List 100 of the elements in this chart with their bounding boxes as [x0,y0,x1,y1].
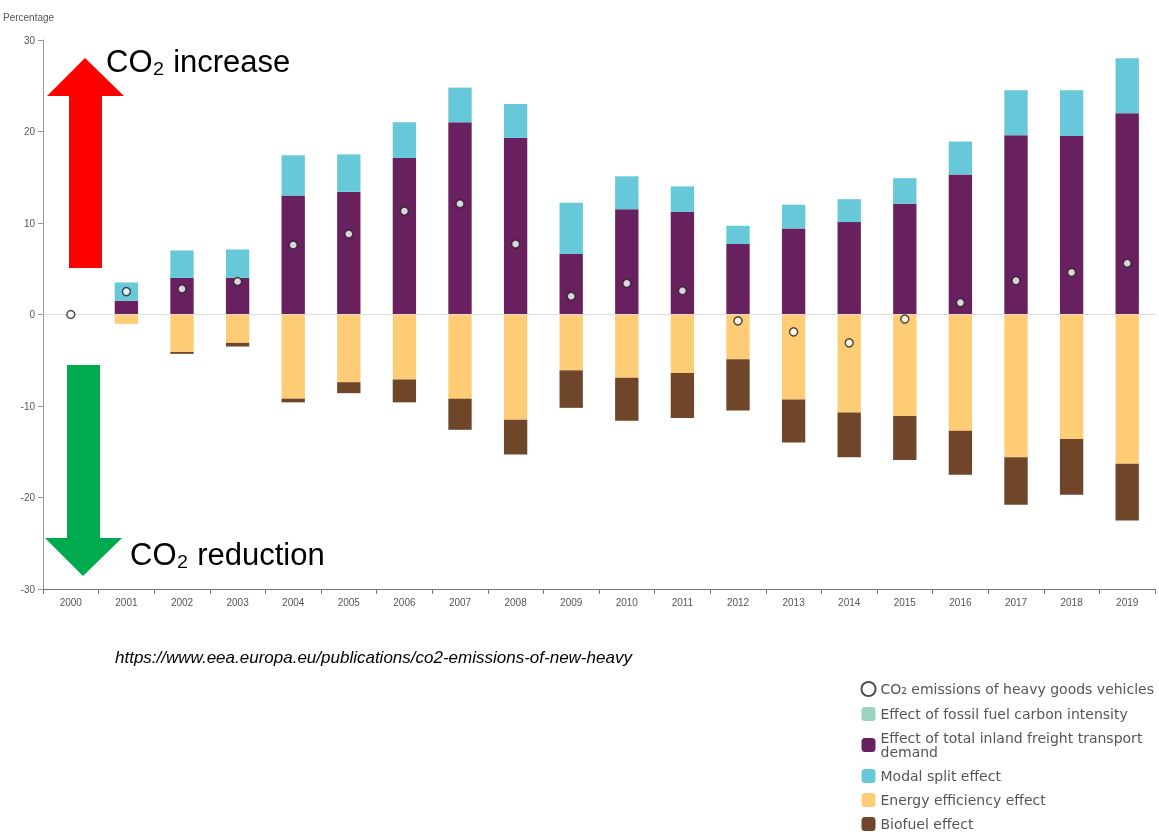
bar [1115,113,1139,315]
bar [170,314,194,353]
bar [1059,314,1084,439]
bar [670,186,695,213]
bar [670,212,695,315]
bar [948,314,973,431]
bar [893,416,917,460]
bar [670,373,695,418]
bar [114,300,139,315]
y-axis-title: Percentage [3,11,55,23]
x-tick-label: 2019 [1116,596,1139,608]
bar [559,202,583,255]
bar [225,342,250,347]
bar [337,382,361,394]
y-tick-label: 30 [23,34,36,46]
x-tick-label: 2009 [560,596,583,608]
bar [837,222,861,315]
bar [781,204,806,229]
bar [503,419,528,455]
bar [392,158,417,315]
point [399,206,410,216]
bar [559,314,583,371]
y-tick-label: 20 [23,126,36,137]
x-tick-label: 2007 [448,596,472,608]
point [66,309,76,320]
point [955,297,966,308]
x-tick-label: 2006 [393,596,416,608]
bar [726,225,750,245]
x-tick-label: 2003 [226,596,250,608]
x-tick-label: 2004 [282,596,305,608]
bar [392,122,417,159]
bar [448,398,472,430]
point [733,316,743,326]
bar [948,141,973,175]
bar [615,314,639,378]
bar [615,209,639,315]
point [1066,267,1077,278]
bar [1004,90,1028,136]
bar [948,430,973,475]
bar [281,155,305,196]
bar [893,178,917,204]
x-tick-label: 2018 [1060,596,1084,608]
bar [1059,90,1084,137]
x-tick-label: 2015 [893,596,917,608]
y-tick-label: -20 [20,492,36,503]
x-tick-label: 2011 [671,596,694,608]
bar [837,314,861,413]
point [844,338,854,348]
legend-label: Modal split effect [880,768,1002,784]
bar [1004,457,1028,505]
bar [781,228,806,315]
bar [1004,314,1028,458]
point [288,240,298,250]
point [566,291,576,301]
point [344,229,354,239]
bar [337,154,361,192]
x-tick-label: 2017 [1004,596,1028,608]
bar [448,122,472,315]
legend-label: CO₂ emissions of heavy goods vehicles [880,681,1155,697]
bar [726,244,750,315]
x-tick-label: 2012 [726,596,750,608]
x-tick-label: 2000 [59,596,83,608]
point [622,278,632,289]
x-tick-label: 2010 [615,596,639,608]
legend-label: Biofuel effect [880,816,974,832]
point [1011,275,1021,286]
bar [893,203,917,315]
y-tick-label: 0 [29,309,36,320]
bar [225,314,250,343]
bar [837,199,861,223]
bar [559,254,583,315]
point [900,314,910,324]
x-tick-label: 2016 [949,596,972,608]
point [232,276,243,287]
annotation: CO₂ increase [106,44,291,80]
point [1122,258,1132,269]
x-tick-label: 2013 [782,596,806,608]
bar [170,250,194,278]
x-tick-label: 2002 [170,596,194,608]
y-tick-label: -10 [20,400,36,412]
legend-label: Energy efficiency effect [880,792,1047,808]
y-tick-label: 10 [23,217,36,229]
text: https://www.eea.europa.eu/publications/co2-emissions-of-new-heavy [115,648,632,668]
x-tick-label: 2001 [115,596,138,608]
bar [1115,314,1139,464]
bar [503,104,528,138]
bar [726,359,750,411]
point [788,327,799,337]
bar [392,379,417,403]
x-tick-label: 2005 [337,596,361,608]
legend-label: Effect of total inland freight transport demand [880,730,1147,760]
bar [503,137,528,315]
bar [615,377,639,421]
bar [1115,463,1139,521]
bar [392,314,417,380]
x-tick-label: 2008 [504,596,528,608]
y-tick-label: -30 [20,583,36,595]
point [455,199,465,209]
bar [948,174,973,315]
bar [1059,438,1084,495]
